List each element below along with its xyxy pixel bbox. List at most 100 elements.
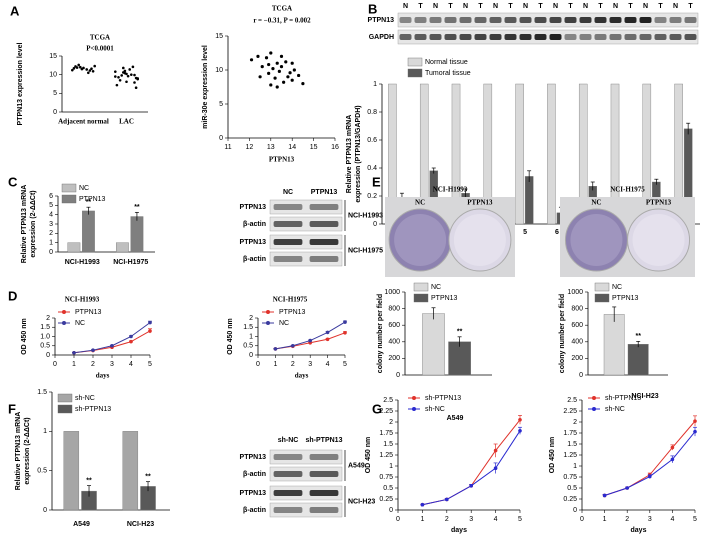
blot-band — [669, 34, 682, 40]
point — [129, 334, 133, 339]
blot-band — [414, 17, 427, 23]
bar — [524, 176, 534, 225]
point — [118, 78, 122, 82]
lane-label: PTPN13 — [311, 189, 338, 196]
blot-band — [474, 17, 487, 23]
bar — [122, 431, 139, 511]
x-tick-label: 3 — [110, 361, 114, 368]
point — [518, 429, 522, 433]
legend-swatch — [62, 310, 66, 314]
legend-swatch — [412, 396, 416, 400]
point — [290, 61, 294, 65]
x-axis-label: days — [451, 527, 467, 534]
row-label: β-actin — [243, 471, 266, 478]
point — [74, 65, 77, 68]
blot-band — [564, 17, 577, 23]
point — [72, 67, 76, 70]
significance: ** — [86, 199, 92, 206]
bar — [130, 216, 144, 253]
y-tick-label: 800 — [571, 305, 583, 312]
blot-strip — [269, 502, 343, 518]
point — [267, 71, 271, 75]
y-tick-label: 1 — [49, 240, 53, 247]
x-axis-label: days — [96, 372, 110, 380]
point — [134, 86, 138, 90]
blot-band — [309, 239, 339, 245]
blot-band — [309, 221, 339, 227]
series-line — [604, 420, 696, 496]
significance: ** — [145, 474, 151, 481]
y-tick-label: 2.5 — [383, 397, 393, 404]
lane-label: NC — [283, 189, 293, 196]
x-tick-label: 3 — [308, 361, 312, 368]
y-tick-label: 15 — [49, 53, 57, 60]
image-title: NCI-H1993 — [433, 186, 468, 194]
legend-label: NC — [431, 284, 441, 291]
x-tick-label: 4 — [494, 516, 498, 523]
lane-label: N — [433, 3, 438, 10]
point — [133, 81, 136, 84]
blot-strip — [269, 199, 343, 215]
bar — [115, 242, 129, 253]
y-tick-label: 0.4 — [367, 165, 377, 172]
x-tick-label: 2 — [91, 361, 95, 368]
significance: ** — [134, 204, 140, 211]
point — [301, 82, 305, 86]
y-tick-label: 1.5 — [40, 324, 50, 331]
blot-band — [579, 34, 592, 40]
point — [297, 73, 301, 78]
lane-label: NC — [591, 199, 601, 207]
blot-band — [609, 17, 622, 23]
y-tick-label: 2 — [46, 315, 50, 322]
legend-label: sh-NC — [425, 406, 445, 413]
x-tick-label: 5 — [343, 361, 347, 368]
panel-label: G — [372, 401, 382, 416]
point — [273, 347, 278, 351]
y-tick-label: 0.75 — [563, 474, 577, 481]
y-tick-label: 1.5 — [383, 441, 393, 448]
bar — [63, 431, 80, 511]
point — [71, 68, 74, 72]
blot-band — [504, 17, 517, 23]
y-tick-label: 0.5 — [37, 468, 47, 475]
legend-swatch — [592, 407, 596, 411]
chart: TCGA r = −0.31, P = 0.002 0 5 10 15 11 12 13 14 15… — [202, 5, 339, 164]
point — [80, 67, 84, 71]
point — [148, 329, 152, 333]
legend-label: sh-NC — [605, 406, 625, 413]
y-tick-label: 1.5 — [37, 389, 47, 396]
y-axis-label: OD 450 nm — [549, 437, 556, 474]
y-tick-label: 1.0 — [40, 333, 50, 340]
point — [122, 66, 125, 70]
blot-band — [399, 17, 412, 23]
blot-band — [534, 34, 547, 40]
y-tick-label: 2.25 — [379, 408, 393, 415]
x-tick-label: 12 — [246, 144, 254, 151]
legend-swatch — [413, 282, 429, 292]
blot-band — [579, 17, 592, 23]
y-axis-label: miR-30e expression level — [202, 45, 209, 129]
bar — [82, 210, 95, 253]
blot-band — [639, 34, 652, 40]
blot-band — [414, 34, 427, 40]
colony-well-inner — [570, 214, 623, 266]
x-tick-label: 4 — [326, 361, 330, 368]
lane-label: T — [598, 3, 603, 10]
row-label: β-actin — [243, 221, 266, 228]
y-tick-label: 0.6 — [367, 137, 377, 144]
blot-band — [273, 256, 303, 262]
cell-line-label: A549 — [348, 462, 365, 469]
blot-band — [684, 17, 697, 23]
lane-label: N — [493, 3, 498, 10]
chart-title: NCI-H23 — [631, 393, 658, 400]
y-tick-label: 15 — [215, 33, 223, 40]
x-tick-label: 0 — [580, 516, 584, 523]
point — [670, 457, 675, 462]
significance: ** — [86, 477, 92, 484]
blot-band — [594, 34, 607, 40]
blot-band — [624, 17, 637, 23]
y-tick-label: 0.5 — [567, 485, 577, 492]
chart: G A549 0 0.25 0.5 0.75 1 1.25 1.5 1.75 2 2.25 2.5 0 1 2… — [365, 395, 522, 534]
y-tick-label: 400 — [388, 339, 400, 346]
y-tick-label: 1 — [573, 463, 577, 470]
